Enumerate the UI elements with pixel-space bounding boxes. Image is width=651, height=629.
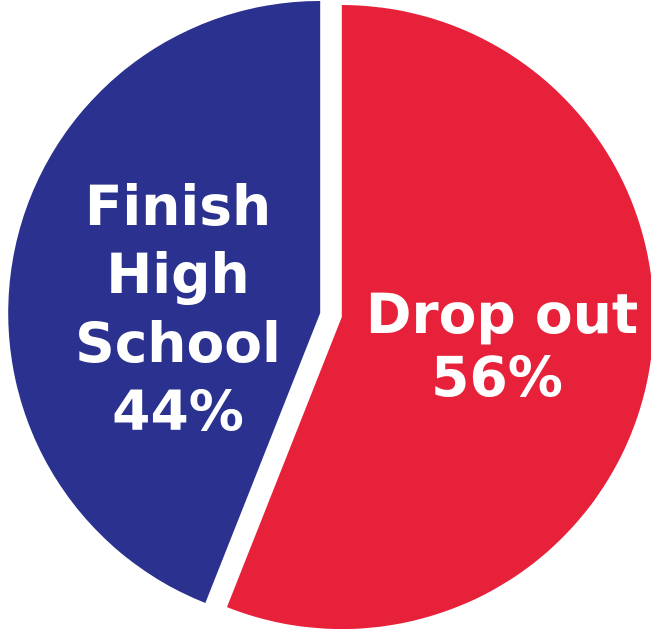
pie-slice-finish-high-school xyxy=(8,0,321,604)
drop-out-percent-label: 56% xyxy=(431,345,563,409)
finish-label-line-2: High xyxy=(106,242,249,306)
finish-label-line-3: School xyxy=(75,311,281,375)
finish-percent-label: 44% xyxy=(112,379,244,443)
finish-label-line-1: Finish xyxy=(85,174,271,238)
pie-slice-drop-out xyxy=(226,5,651,629)
drop-out-label: Drop out xyxy=(366,282,638,346)
